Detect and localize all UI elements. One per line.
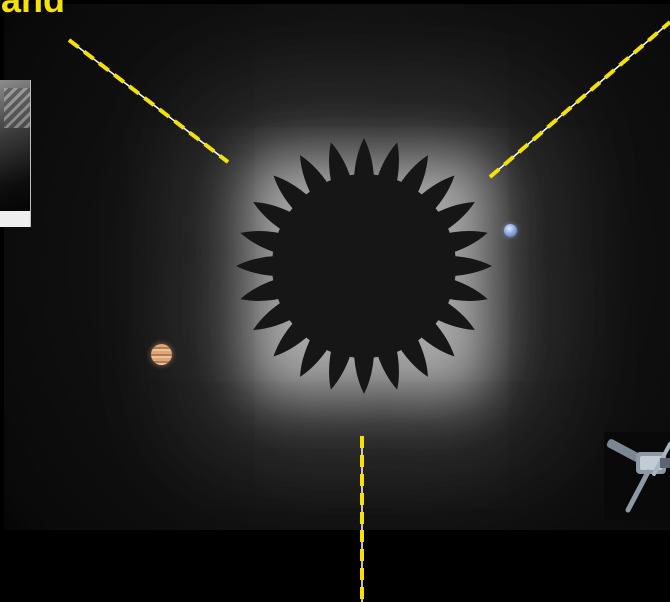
slide-title-fragment: and — [1, 0, 65, 18]
light-beams — [67, 20, 670, 530]
beam-upper-right-dashes — [488, 20, 670, 179]
star-field-scene — [4, 4, 670, 530]
jupiter-planet — [151, 344, 172, 365]
inset-texture — [4, 88, 30, 128]
grayscale-inset-image — [0, 80, 31, 227]
telescope-image — [604, 432, 670, 520]
starshade-core — [272, 174, 456, 358]
beam-upper-left-dashes — [67, 38, 230, 164]
beam-bottom-extension — [360, 530, 364, 602]
space-telescope-icon — [606, 439, 670, 513]
neptune-planet — [504, 224, 517, 237]
starshade-diagram — [67, 20, 670, 530]
inset-caption-band — [0, 211, 30, 227]
